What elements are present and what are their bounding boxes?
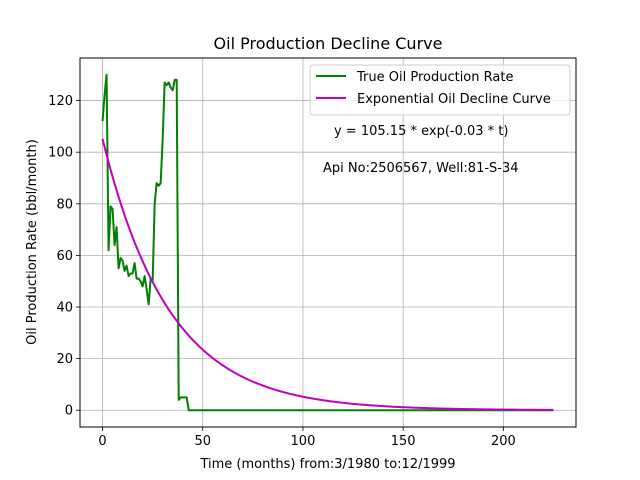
x-tick-label: 0 <box>98 434 106 449</box>
chart-title: Oil Production Decline Curve <box>214 34 443 53</box>
y-axis-label: Oil Production Rate (bbl/month) <box>25 139 40 345</box>
y-tick-label: 60 <box>56 249 73 264</box>
legend: True Oil Production Rate Exponential Oil… <box>309 64 571 116</box>
y-tick-label: 80 <box>56 197 73 212</box>
plot-lines <box>101 73 554 412</box>
legend-label-decline-curve: Exponential Oil Decline Curve <box>357 92 551 107</box>
grid <box>80 58 576 427</box>
legend-label-true-rate: True Oil Production Rate <box>356 70 513 85</box>
x-tick-label: 150 <box>391 434 416 449</box>
legend-box <box>309 64 571 116</box>
annotation-well-info: Api No:2506567, Well:81-S-34 <box>323 161 519 176</box>
y-tick-label: 0 <box>65 404 73 419</box>
y-tick-label: 120 <box>48 94 73 109</box>
axis-ticks: 0 50 100 150 200 0 20 40 60 80 100 120 <box>48 94 516 449</box>
y-tick-label: 100 <box>48 146 73 161</box>
x-tick-label: 50 <box>194 434 211 449</box>
x-tick-label: 100 <box>291 434 316 449</box>
series-exponential-decline-curve <box>101 138 554 411</box>
y-tick-label: 20 <box>56 352 73 367</box>
x-tick-label: 200 <box>491 434 516 449</box>
x-axis-label: Time (months) from:3/1980 to:12/1999 <box>199 457 455 472</box>
plot-frame <box>79 57 577 428</box>
annotation-equation: y = 105.15 * exp(-0.03 * t) <box>334 124 508 139</box>
y-tick-label: 40 <box>56 301 73 316</box>
